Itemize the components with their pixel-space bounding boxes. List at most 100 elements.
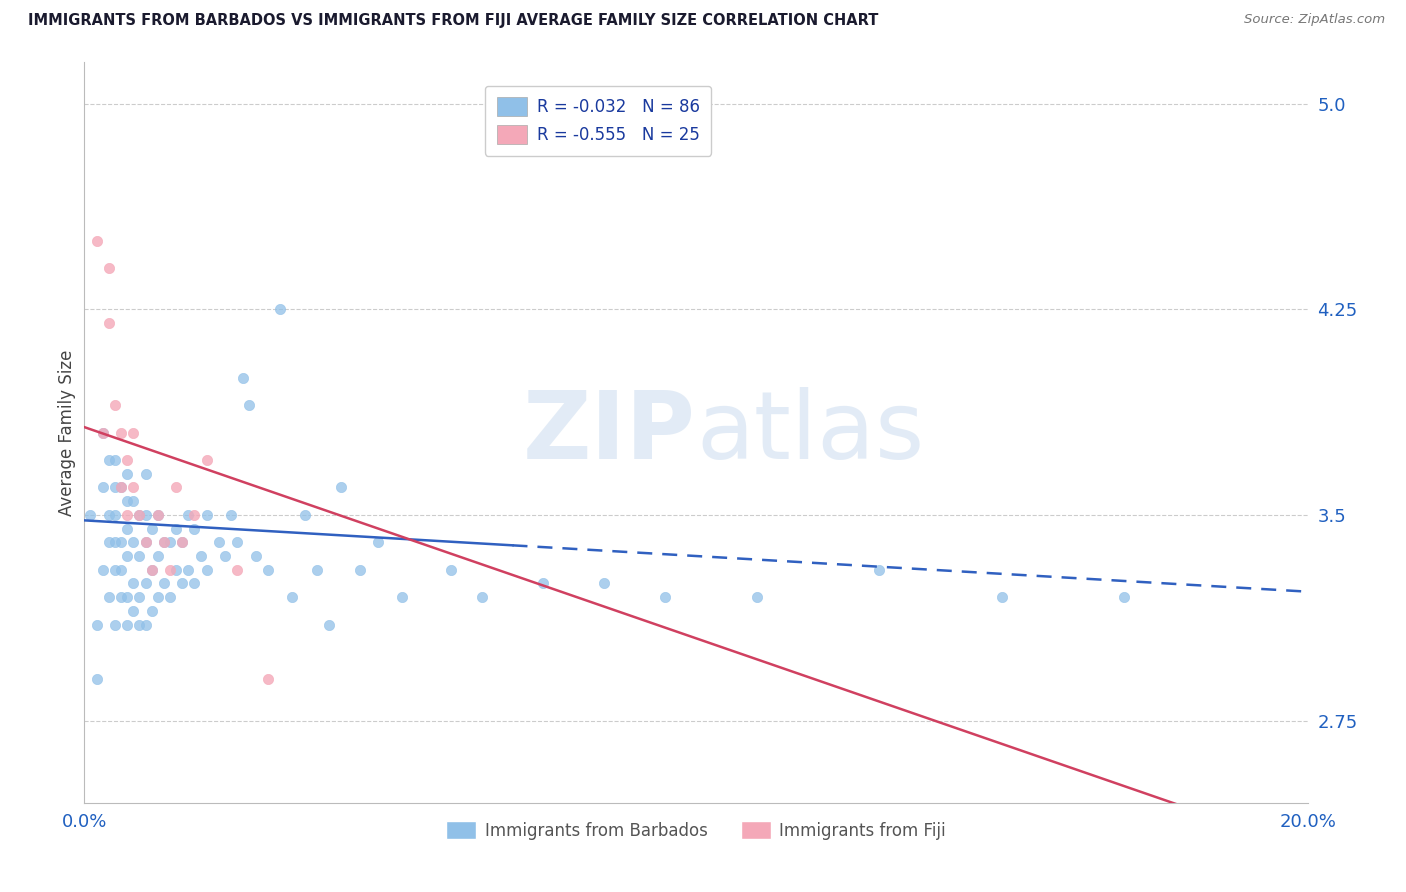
Point xyxy=(159,563,181,577)
Point xyxy=(1114,590,1136,604)
Point xyxy=(330,480,353,494)
Point xyxy=(110,590,132,604)
Point xyxy=(226,563,249,577)
Text: ZIP: ZIP xyxy=(523,386,696,479)
Point xyxy=(146,549,169,563)
Point xyxy=(115,467,138,481)
Point xyxy=(172,535,194,549)
Point xyxy=(172,535,194,549)
Point xyxy=(593,576,616,591)
Point xyxy=(146,508,169,522)
Point xyxy=(245,549,267,563)
Point xyxy=(305,563,328,577)
Point xyxy=(91,425,114,440)
Point xyxy=(104,508,127,522)
Point xyxy=(269,302,291,317)
Point xyxy=(122,425,145,440)
Point xyxy=(110,563,132,577)
Point xyxy=(226,535,249,549)
Point xyxy=(165,522,187,536)
Point xyxy=(104,480,127,494)
Point xyxy=(91,563,114,577)
Point xyxy=(128,590,150,604)
Point xyxy=(1174,837,1197,851)
Point xyxy=(135,535,157,549)
Point xyxy=(214,549,236,563)
Point xyxy=(135,617,157,632)
Point xyxy=(104,453,127,467)
Point xyxy=(208,535,231,549)
Point xyxy=(110,425,132,440)
Point xyxy=(104,398,127,412)
Point xyxy=(177,563,200,577)
Point xyxy=(86,617,108,632)
Point xyxy=(183,522,205,536)
Point xyxy=(318,617,340,632)
Point xyxy=(104,617,127,632)
Point xyxy=(183,508,205,522)
Point xyxy=(146,590,169,604)
Point xyxy=(153,576,176,591)
Point xyxy=(79,508,101,522)
Point xyxy=(122,480,145,494)
Point xyxy=(440,563,463,577)
Point xyxy=(122,494,145,508)
Point xyxy=(110,480,132,494)
Point xyxy=(232,371,254,385)
Point xyxy=(991,590,1014,604)
Point xyxy=(183,576,205,591)
Point xyxy=(190,549,212,563)
Point xyxy=(115,508,138,522)
Point xyxy=(257,563,280,577)
Point xyxy=(97,508,120,522)
Point xyxy=(128,508,150,522)
Point xyxy=(86,234,108,248)
Text: Source: ZipAtlas.com: Source: ZipAtlas.com xyxy=(1244,13,1385,27)
Point xyxy=(97,316,120,330)
Point xyxy=(141,604,163,618)
Text: IMMIGRANTS FROM BARBADOS VS IMMIGRANTS FROM FIJI AVERAGE FAMILY SIZE CORRELATION: IMMIGRANTS FROM BARBADOS VS IMMIGRANTS F… xyxy=(28,13,879,29)
Point xyxy=(97,453,120,467)
Text: atlas: atlas xyxy=(696,386,924,479)
Point xyxy=(391,590,413,604)
Point xyxy=(238,398,260,412)
Point xyxy=(146,508,169,522)
Point xyxy=(257,673,280,687)
Point xyxy=(104,535,127,549)
Point xyxy=(294,508,316,522)
Point xyxy=(153,535,176,549)
Point xyxy=(135,508,157,522)
Point xyxy=(367,535,389,549)
Point xyxy=(471,590,494,604)
Point xyxy=(115,590,138,604)
Point xyxy=(128,508,150,522)
Point xyxy=(115,522,138,536)
Point xyxy=(172,576,194,591)
Point xyxy=(122,576,145,591)
Point xyxy=(195,563,218,577)
Point xyxy=(115,549,138,563)
Point xyxy=(165,563,187,577)
Point xyxy=(128,617,150,632)
Point xyxy=(141,563,163,577)
Point xyxy=(869,563,891,577)
Point xyxy=(115,617,138,632)
Point xyxy=(747,590,769,604)
Point xyxy=(122,535,145,549)
Point xyxy=(86,673,108,687)
Point xyxy=(97,261,120,276)
Point xyxy=(141,563,163,577)
Point xyxy=(91,480,114,494)
Point xyxy=(141,522,163,536)
Point xyxy=(115,494,138,508)
Point xyxy=(195,508,218,522)
Point xyxy=(153,535,176,549)
Point xyxy=(110,480,132,494)
Point xyxy=(165,480,187,494)
Point xyxy=(115,453,138,467)
Point xyxy=(97,590,120,604)
Point xyxy=(281,590,304,604)
Point xyxy=(159,590,181,604)
Point xyxy=(219,508,242,522)
Point xyxy=(1052,809,1074,823)
